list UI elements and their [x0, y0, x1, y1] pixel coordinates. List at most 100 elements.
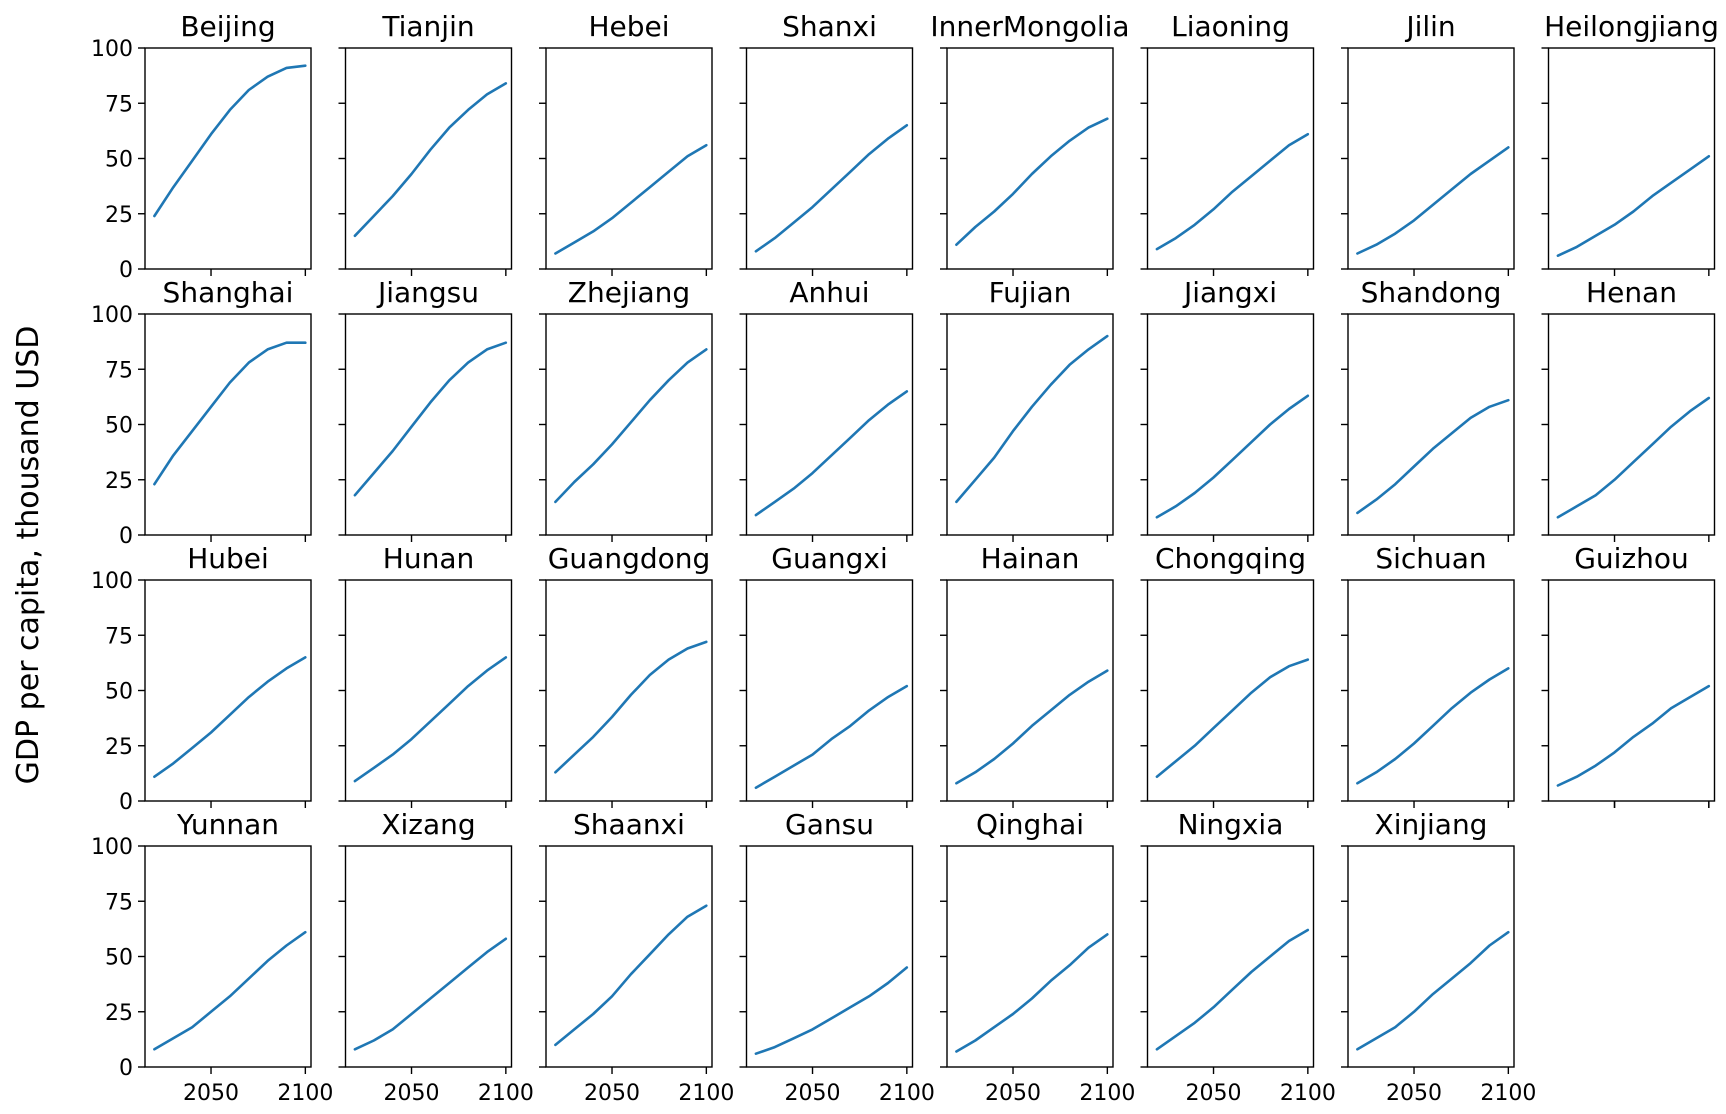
- y-axis-label: GDP per capita, thousand USD: [11, 326, 46, 785]
- series-line: [1356, 667, 1510, 785]
- panel-title: Zhejiang: [568, 276, 690, 309]
- series-line: [754, 390, 909, 517]
- panel-gansu: Gansu 2050 2100: [739, 808, 935, 1106]
- series-line: [554, 143, 708, 255]
- panel-innermongolia: InnerMongolia: [930, 10, 1130, 276]
- panel-tianjin: Tianjin: [338, 10, 513, 276]
- panel-title: Hainan: [981, 542, 1080, 575]
- axes-frame: [1347, 845, 1515, 1068]
- panel-title: Jiangsu: [376, 276, 479, 309]
- axes-frame: [1347, 579, 1515, 802]
- axes-frame: [545, 47, 713, 270]
- y-tick-label: 50: [105, 148, 133, 173]
- series-line: [153, 656, 307, 779]
- series-line: [1155, 928, 1310, 1051]
- series-line: [1556, 155, 1711, 257]
- panel-ningxia: Ningxia 2050 2100: [1140, 808, 1336, 1106]
- panel-title: Gansu: [785, 808, 874, 841]
- y-tick-label: 0: [119, 790, 133, 815]
- panel-guangdong: Guangdong: [539, 542, 713, 808]
- panel-title: Sichuan: [1375, 542, 1486, 575]
- panel-heilongjiang: Heilongjiang: [1541, 10, 1719, 276]
- series-line: [1155, 394, 1310, 519]
- series-line: [353, 82, 508, 238]
- panel-grid: Beijing 0 25 50 75 100 Tianjin Hebei Shanxi Inner…: [91, 10, 1719, 1106]
- y-tick-label: 100: [91, 303, 133, 328]
- panel-jilin: Jilin: [1341, 10, 1515, 276]
- axes-frame: [946, 845, 1114, 1068]
- panel-title: Ningxia: [1178, 808, 1284, 841]
- series-line: [754, 124, 909, 253]
- axes-frame: [1146, 47, 1315, 270]
- axes-frame: [1146, 845, 1315, 1068]
- y-tick-label: 25: [105, 735, 133, 760]
- y-tick-label: 50: [105, 946, 133, 971]
- x-tick-label: 2050: [1386, 1081, 1442, 1106]
- y-tick-label: 100: [91, 37, 133, 62]
- panel-henan: Henan: [1541, 276, 1716, 542]
- panel-title: Henan: [1586, 276, 1677, 309]
- panel-title: Shandong: [1361, 276, 1502, 309]
- x-tick-label: 2100: [678, 1081, 734, 1106]
- panel-title: Hunan: [383, 542, 474, 575]
- panel-title: Shanxi: [782, 10, 877, 43]
- series-line: [1356, 146, 1510, 255]
- series-line: [153, 64, 307, 218]
- axes-frame: [745, 845, 914, 1068]
- axes-frame: [1547, 313, 1716, 536]
- series-line: [1556, 684, 1711, 787]
- y-tick-label: 0: [119, 524, 133, 549]
- panel-guangxi: Guangxi: [739, 542, 914, 808]
- panel-shanxi: Shanxi: [739, 10, 914, 276]
- x-tick-label: 2050: [1186, 1081, 1242, 1106]
- x-tick-label: 2100: [1079, 1081, 1135, 1106]
- panel-title: Yunnan: [176, 808, 279, 841]
- series-line: [153, 341, 307, 486]
- panel-chongqing: Chongqing: [1140, 542, 1315, 808]
- series-line: [1155, 132, 1310, 251]
- y-tick-label: 0: [119, 258, 133, 283]
- panel-empty: [1613, 801, 1710, 808]
- panel-guizhou: Guizhou: [1541, 542, 1716, 808]
- x-tick-label: 2100: [1480, 1081, 1536, 1106]
- series-line: [754, 966, 909, 1055]
- series-line: [554, 640, 708, 774]
- panel-title: Shanghai: [163, 276, 294, 309]
- panel-title: Guizhou: [1574, 542, 1689, 575]
- series-line: [955, 117, 1109, 246]
- axes-frame: [1347, 47, 1515, 270]
- panel-hebei: Hebei: [539, 10, 713, 276]
- series-line: [1356, 398, 1510, 515]
- panel-shanghai: Shanghai 0 25 50 75 100: [91, 276, 312, 549]
- panel-title: Chongqing: [1155, 542, 1306, 575]
- axes-frame: [344, 313, 513, 536]
- axes-frame: [344, 579, 513, 802]
- y-tick-label: 0: [119, 1056, 133, 1081]
- axes-frame: [1146, 313, 1315, 536]
- axes-frame: [144, 313, 312, 536]
- x-tick-label: 2050: [785, 1081, 841, 1106]
- panel-title: Guangdong: [548, 542, 711, 575]
- x-tick-label: 2050: [584, 1081, 640, 1106]
- panel-title: Tianjin: [381, 10, 474, 43]
- panel-title: Jilin: [1404, 10, 1455, 43]
- x-tick-label: 2100: [478, 1081, 534, 1106]
- series-line: [353, 937, 508, 1051]
- axes-frame: [344, 47, 513, 270]
- x-tick-label: 2100: [1280, 1081, 1336, 1106]
- panel-title: Hubei: [187, 542, 269, 575]
- panel-yunnan: Yunnan 0 25 50 75 100 2050 2100: [91, 808, 333, 1106]
- axes-frame: [144, 579, 312, 802]
- y-tick-label: 75: [105, 358, 133, 383]
- series-line: [353, 341, 508, 497]
- series-line: [955, 933, 1109, 1053]
- panel-zhejiang: Zhejiang: [539, 276, 713, 542]
- x-tick-label: 2050: [384, 1081, 440, 1106]
- axes-frame: [745, 313, 914, 536]
- axes-frame: [1146, 579, 1315, 802]
- x-tick-label: 2100: [879, 1081, 935, 1106]
- panel-title: Heilongjiang: [1544, 10, 1719, 43]
- panel-hubei: Hubei 0 25 50 75 100: [91, 542, 312, 815]
- axes-frame: [144, 47, 312, 270]
